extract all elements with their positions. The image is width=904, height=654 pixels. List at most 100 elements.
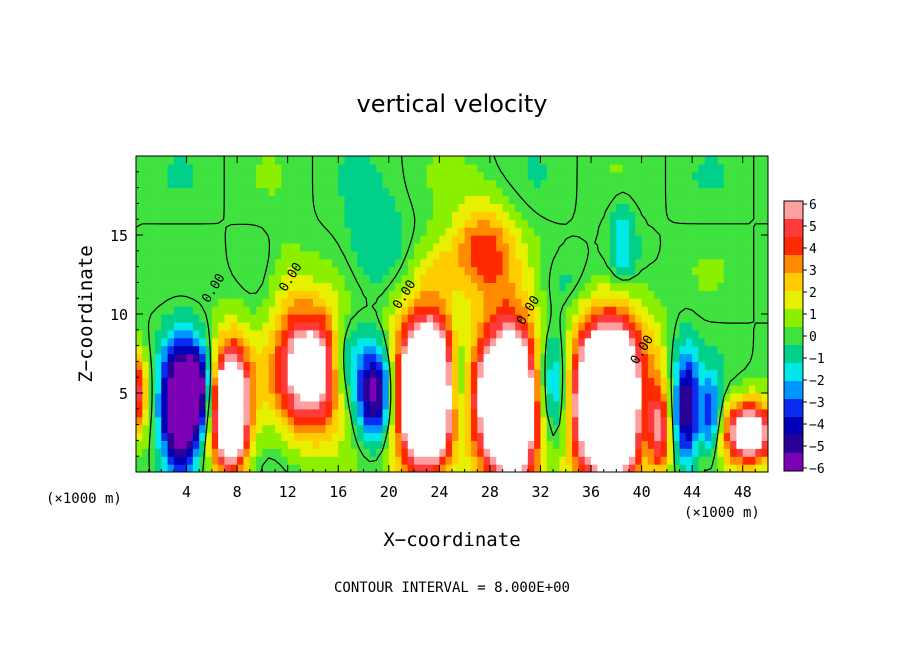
heatmap-cell	[249, 211, 257, 220]
heatmap-cell	[287, 258, 295, 268]
heatmap-cell	[287, 298, 295, 307]
heatmap-cell	[173, 290, 181, 299]
heatmap-cell	[749, 385, 756, 394]
heatmap-cell	[186, 203, 194, 212]
heatmap-cell	[395, 314, 403, 323]
x-tick-label: 16	[329, 483, 347, 501]
heatmap-cell	[395, 227, 403, 236]
heatmap-cell	[161, 187, 169, 197]
heatmap-cell	[477, 321, 485, 331]
heatmap-cell	[186, 298, 194, 307]
heatmap-cell	[256, 337, 263, 347]
heatmap-cell	[142, 163, 150, 173]
heatmap-cell	[572, 345, 579, 355]
heatmap-cell	[294, 314, 301, 323]
heatmap-cell	[230, 393, 238, 402]
heatmap-cell	[369, 179, 377, 189]
heatmap-cell	[426, 369, 434, 378]
heatmap-cell	[312, 464, 320, 472]
heatmap-cell	[167, 456, 175, 465]
heatmap-cell	[300, 432, 308, 441]
heatmap-cell	[445, 440, 453, 449]
heatmap-cell	[243, 393, 251, 402]
heatmap-cell	[742, 440, 750, 449]
heatmap-cell	[692, 290, 700, 299]
heatmap-cell	[698, 195, 706, 204]
zero-contours	[136, 156, 768, 472]
heatmap-cell	[237, 400, 245, 410]
heatmap-cell	[186, 432, 194, 441]
heatmap-cell	[357, 242, 365, 252]
heatmap-cell	[654, 211, 662, 220]
heatmap-cell	[616, 219, 624, 228]
heatmap-cell	[749, 377, 756, 386]
heatmap-cell	[192, 345, 200, 355]
heatmap-cell	[439, 187, 447, 197]
heatmap-cell	[186, 329, 194, 339]
heatmap-cell	[597, 321, 605, 331]
heatmap-cell	[287, 329, 295, 339]
heatmap-cell	[357, 456, 365, 465]
heatmap-cell	[325, 408, 333, 418]
heatmap-cell	[749, 298, 756, 307]
heatmap-cell	[622, 274, 630, 283]
heatmap-cell	[173, 432, 181, 441]
heatmap-cell	[148, 298, 156, 307]
heatmap-cell	[161, 448, 169, 457]
heatmap-cell	[287, 195, 295, 204]
heatmap-cell	[559, 314, 567, 323]
heatmap-cell	[496, 345, 504, 355]
heatmap-cell	[344, 211, 352, 220]
heatmap-cell	[679, 179, 687, 189]
heatmap-cell	[287, 345, 295, 355]
heatmap-cell	[622, 227, 630, 236]
heatmap-cell	[553, 321, 561, 331]
heatmap-cell	[363, 321, 371, 331]
heatmap-cell	[249, 321, 257, 331]
heatmap-cell	[654, 416, 662, 426]
heatmap-cell	[325, 345, 333, 355]
heatmap-cell	[496, 393, 504, 402]
heatmap-cell	[401, 266, 409, 276]
heatmap-cell	[578, 408, 586, 418]
heatmap-cell	[136, 337, 143, 347]
heatmap-cell	[616, 385, 624, 394]
heatmap-cell	[470, 163, 478, 173]
heatmap-cell	[294, 416, 301, 426]
heatmap-cell	[622, 171, 630, 181]
heatmap-cell	[565, 163, 573, 173]
heatmap-cell	[755, 314, 763, 323]
heatmap-cell	[199, 385, 207, 394]
heatmap-cell	[654, 227, 662, 236]
heatmap-cell	[470, 377, 478, 386]
heatmap-cell	[281, 258, 289, 268]
heatmap-cell	[679, 321, 687, 331]
heatmap-cell	[755, 290, 763, 299]
heatmap-cell	[717, 266, 725, 276]
heatmap-cell	[154, 464, 162, 472]
heatmap-cell	[376, 321, 384, 331]
heatmap-cell	[565, 306, 573, 315]
heatmap-cell	[578, 187, 586, 197]
heatmap-cell	[237, 250, 245, 260]
heatmap-cell	[546, 408, 554, 418]
heatmap-cell	[275, 440, 282, 449]
heatmap-cell	[199, 258, 207, 268]
heatmap-cell	[287, 369, 295, 378]
heatmap-cell	[717, 329, 725, 339]
heatmap-cell	[742, 432, 750, 441]
heatmap-cell	[268, 219, 276, 228]
heatmap-cell	[540, 385, 548, 394]
heatmap-cell	[395, 440, 403, 449]
heatmap-cell	[224, 187, 232, 197]
heatmap-cell	[584, 321, 592, 331]
heatmap-cell	[167, 235, 175, 244]
heatmap-cell	[426, 235, 434, 244]
heatmap-cell	[414, 282, 421, 291]
heatmap-cell	[256, 274, 263, 283]
heatmap-cell	[376, 345, 384, 355]
heatmap-cell	[192, 274, 200, 283]
heatmap-cell	[294, 440, 301, 449]
x-tick-label: 24	[430, 483, 448, 501]
heatmap-cell	[268, 163, 276, 173]
